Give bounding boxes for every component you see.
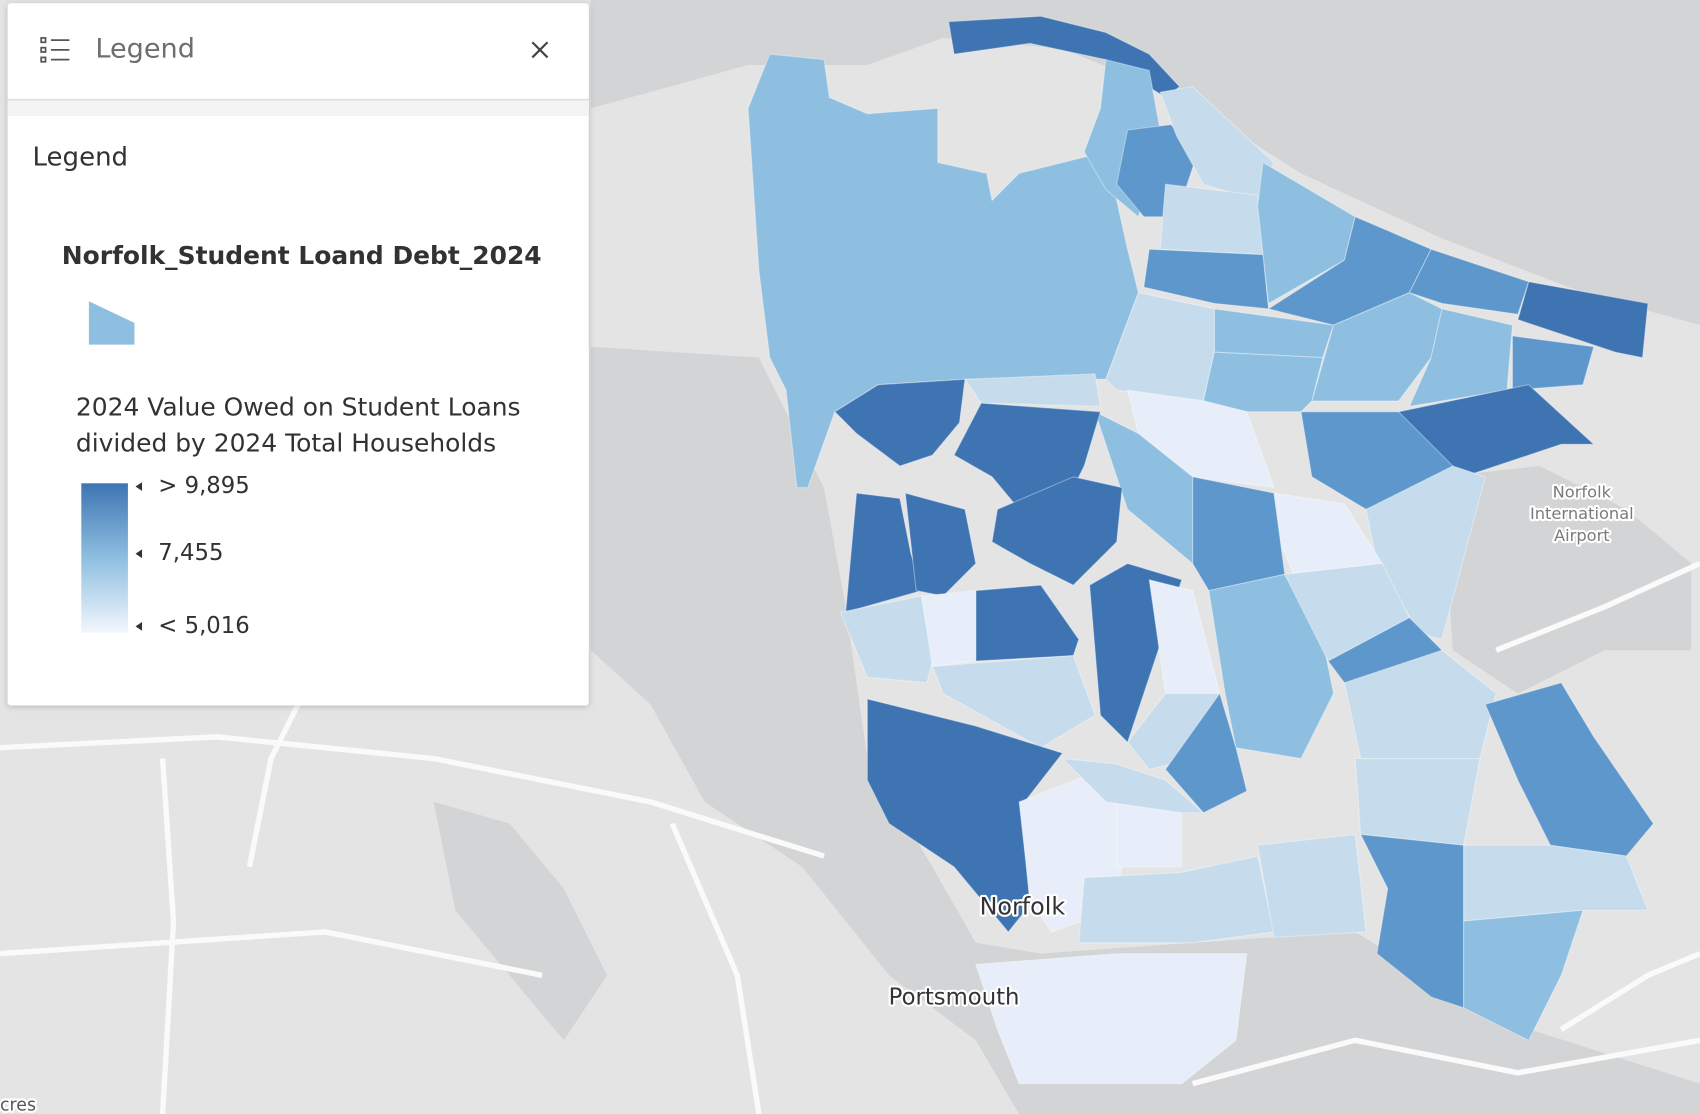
neighborhood-polygon xyxy=(1164,692,1248,814)
water-body xyxy=(1441,465,1692,694)
neighborhood-polygon xyxy=(833,378,966,467)
city-label: Norfolk xyxy=(980,893,1066,921)
choropleth-layer xyxy=(747,15,1655,1085)
scale-label: cres xyxy=(0,1095,36,1114)
header-band xyxy=(7,100,589,116)
airport-label: International xyxy=(1530,504,1634,523)
layer-swatch xyxy=(88,301,135,345)
ramp-label: < 5,016 xyxy=(158,613,249,639)
ramp-label: > 9,895 xyxy=(158,473,249,499)
city-label: Portsmouth xyxy=(889,985,1020,1011)
neighborhood-polygon xyxy=(1061,757,1205,814)
neighborhood-polygon xyxy=(1257,833,1367,938)
neighborhood-polygon xyxy=(1463,909,1584,1042)
field-description: divided by 2024 Total Households xyxy=(76,428,496,457)
neighborhood-polygon xyxy=(931,655,1096,749)
field-description: 2024 Value Owed on Student Loans xyxy=(76,393,521,422)
panel-header-title: Legend xyxy=(95,33,194,64)
legend-section-title: Legend xyxy=(33,143,129,173)
airport-label: Airport xyxy=(1554,526,1610,545)
neighborhood-polygon xyxy=(1143,248,1270,310)
neighborhood-polygon xyxy=(839,595,933,684)
road xyxy=(669,822,762,1114)
neighborhood-polygon xyxy=(991,476,1123,586)
ramp-pointer xyxy=(135,482,143,491)
ramp-pointer xyxy=(135,549,143,559)
neighborhood-polygon xyxy=(1511,335,1595,391)
road xyxy=(0,929,543,978)
road xyxy=(1559,951,1700,1032)
neighborhood-polygon xyxy=(1484,682,1655,857)
layer-title: Norfolk_Student Loand Debt_2024 xyxy=(62,241,542,270)
neighborhood-polygon xyxy=(1202,351,1324,413)
neighborhood-polygon xyxy=(1257,161,1356,305)
road xyxy=(159,758,177,1114)
color-ramp xyxy=(81,483,128,633)
neighborhood-polygon xyxy=(963,373,1102,407)
neighborhood-polygon xyxy=(1463,844,1649,922)
neighborhood-polygon xyxy=(1159,183,1264,256)
neighborhood-polygon xyxy=(904,492,977,597)
legend-icon xyxy=(40,37,70,63)
water-layer xyxy=(433,0,1700,1114)
neighborhood-polygon xyxy=(1078,855,1275,944)
close-button[interactable] xyxy=(525,35,555,65)
neighborhood-polygon xyxy=(1094,410,1194,565)
neighborhood-polygon xyxy=(1354,758,1481,846)
water-body xyxy=(433,801,608,1041)
neighborhood-polygon xyxy=(866,698,1064,933)
ramp-pointer xyxy=(135,622,143,631)
neighborhood-polygon xyxy=(975,953,1248,1085)
road xyxy=(1191,1037,1700,1087)
road xyxy=(0,734,825,859)
legend-panel-background xyxy=(7,3,589,706)
neighborhood-polygon xyxy=(1192,476,1286,592)
legend-panel: Legend Legend Norfolk_Student Loand Debt… xyxy=(7,3,589,706)
neighborhood-polygon xyxy=(920,589,977,668)
neighborhood-polygon xyxy=(1408,248,1530,315)
neighborhood-polygon xyxy=(1517,281,1649,359)
ramp-label: 7,455 xyxy=(158,540,223,566)
road xyxy=(1495,561,1700,653)
neighborhood-polygon xyxy=(1408,308,1514,408)
neighborhood-polygon xyxy=(1343,649,1497,760)
airport-label: Norfolk xyxy=(1553,483,1612,502)
water-body xyxy=(590,0,1700,326)
water-body xyxy=(590,346,1700,1114)
